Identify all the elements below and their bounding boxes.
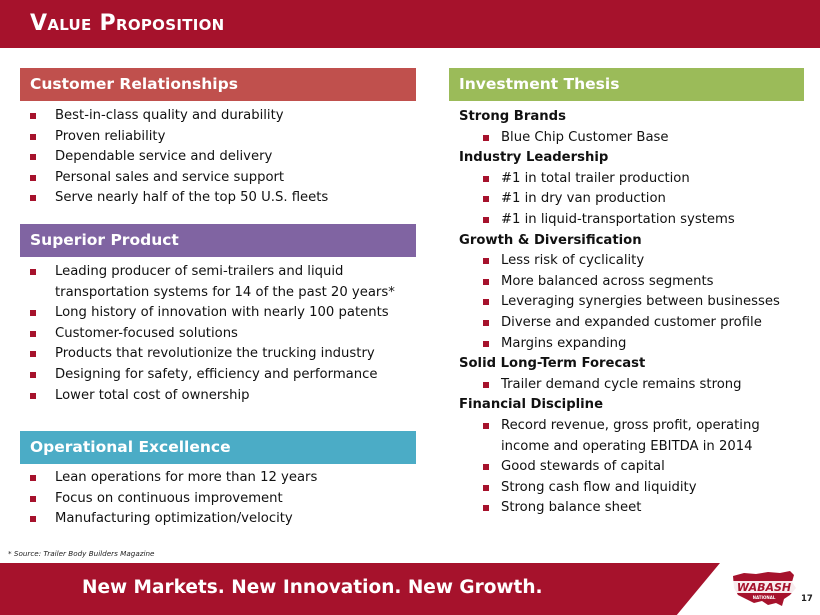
logo-subtext: NATIONAL bbox=[753, 595, 776, 600]
list-item: Margins expanding bbox=[459, 334, 804, 355]
thesis-group-list: Blue Chip Customer Base bbox=[459, 128, 804, 149]
list-item: Strong balance sheet bbox=[459, 498, 804, 519]
thesis-group-list: Record revenue, gross profit, operating … bbox=[459, 416, 804, 519]
list-item: Serve nearly half of the top 50 U.S. fle… bbox=[28, 188, 328, 209]
investment-thesis-header: Investment Thesis bbox=[449, 68, 804, 101]
list-item: Customer-focused solutions bbox=[28, 324, 395, 345]
list-item: Leveraging synergies between businesses bbox=[459, 292, 804, 313]
list-item: Lean operations for more than 12 years bbox=[28, 468, 317, 489]
superior-product-heading: Superior Product bbox=[30, 231, 179, 249]
thesis-group-list: Trailer demand cycle remains strong bbox=[459, 375, 804, 396]
thesis-group-title: Industry Leadership bbox=[459, 150, 609, 166]
list-item: Good stewards of capital bbox=[459, 457, 804, 478]
operational-excellence-list: Lean operations for more than 12 years F… bbox=[28, 468, 317, 530]
superior-product-list: Leading producer of semi-trailers and li… bbox=[28, 262, 395, 406]
list-item: Less risk of cyclicality bbox=[459, 251, 804, 272]
list-item: Record revenue, gross profit, operating … bbox=[459, 416, 804, 457]
list-item: Strong cash flow and liquidity bbox=[459, 478, 804, 499]
page-number: 17 bbox=[801, 594, 813, 604]
list-item: Personal sales and service support bbox=[28, 168, 328, 189]
slide-title: Value Proposition bbox=[30, 11, 225, 36]
footnote: * Source: Trailer Body Builders Magazine bbox=[8, 549, 155, 558]
customer-relationships-list: Best-in-class quality and durability Pro… bbox=[28, 106, 328, 209]
investment-thesis-heading: Investment Thesis bbox=[459, 75, 620, 93]
list-item: Designing for safety, efficiency and per… bbox=[28, 365, 395, 386]
list-item: Diverse and expanded customer profile bbox=[459, 313, 804, 334]
thesis-group-list: Less risk of cyclicality More balanced a… bbox=[459, 251, 804, 354]
investment-thesis-body: Strong Brands Blue Chip Customer Base In… bbox=[459, 107, 804, 519]
list-item: Focus on continuous improvement bbox=[28, 489, 317, 510]
tagline: New Markets. New Innovation. New Growth. bbox=[82, 577, 543, 598]
list-item: Best-in-class quality and durability bbox=[28, 106, 328, 127]
list-item: #1 in dry van production bbox=[459, 189, 804, 210]
logo-wordmark: WABASH bbox=[737, 581, 791, 594]
thesis-group-title: Solid Long-Term Forecast bbox=[459, 356, 646, 372]
header-bar: Value Proposition bbox=[0, 0, 820, 48]
wabash-logo: WABASH NATIONAL bbox=[730, 571, 798, 606]
thesis-group-title: Growth & Diversification bbox=[459, 232, 642, 248]
list-item-line: Record revenue, gross profit, operating bbox=[501, 417, 760, 433]
customer-relationships-header: Customer Relationships bbox=[20, 68, 416, 101]
thesis-group-title: Strong Brands bbox=[459, 109, 566, 124]
customer-relationships-heading: Customer Relationships bbox=[30, 75, 238, 93]
list-item-line: transportation systems for 14 of the pas… bbox=[55, 284, 395, 300]
list-item: Dependable service and delivery bbox=[28, 147, 328, 168]
list-item: Leading producer of semi-trailers and li… bbox=[28, 262, 395, 303]
thesis-group-title: Financial Discipline bbox=[459, 397, 604, 413]
list-item: Trailer demand cycle remains strong bbox=[459, 375, 804, 396]
logo-text-band bbox=[730, 581, 798, 593]
list-item: Lower total cost of ownership bbox=[28, 386, 395, 407]
list-item-line: income and operating EBITDA in 2014 bbox=[501, 438, 753, 454]
list-item: More balanced across segments bbox=[459, 272, 804, 293]
list-item: #1 in total trailer production bbox=[459, 169, 804, 190]
thesis-group-list: #1 in total trailer production #1 in dry… bbox=[459, 169, 804, 231]
list-item: Products that revolutionize the trucking… bbox=[28, 344, 395, 365]
superior-product-header: Superior Product bbox=[20, 224, 416, 257]
list-item: Long history of innovation with nearly 1… bbox=[28, 303, 395, 324]
footer-red-band bbox=[0, 563, 720, 615]
list-item-line: Leading producer of semi-trailers and li… bbox=[55, 264, 344, 279]
operational-excellence-header: Operational Excellence bbox=[20, 431, 416, 464]
list-item: Manufacturing optimization/velocity bbox=[28, 509, 317, 530]
list-item: #1 in liquid-transportation systems bbox=[459, 210, 804, 231]
operational-excellence-heading: Operational Excellence bbox=[30, 438, 231, 456]
list-item: Proven reliability bbox=[28, 127, 328, 148]
list-item: Blue Chip Customer Base bbox=[459, 128, 804, 149]
